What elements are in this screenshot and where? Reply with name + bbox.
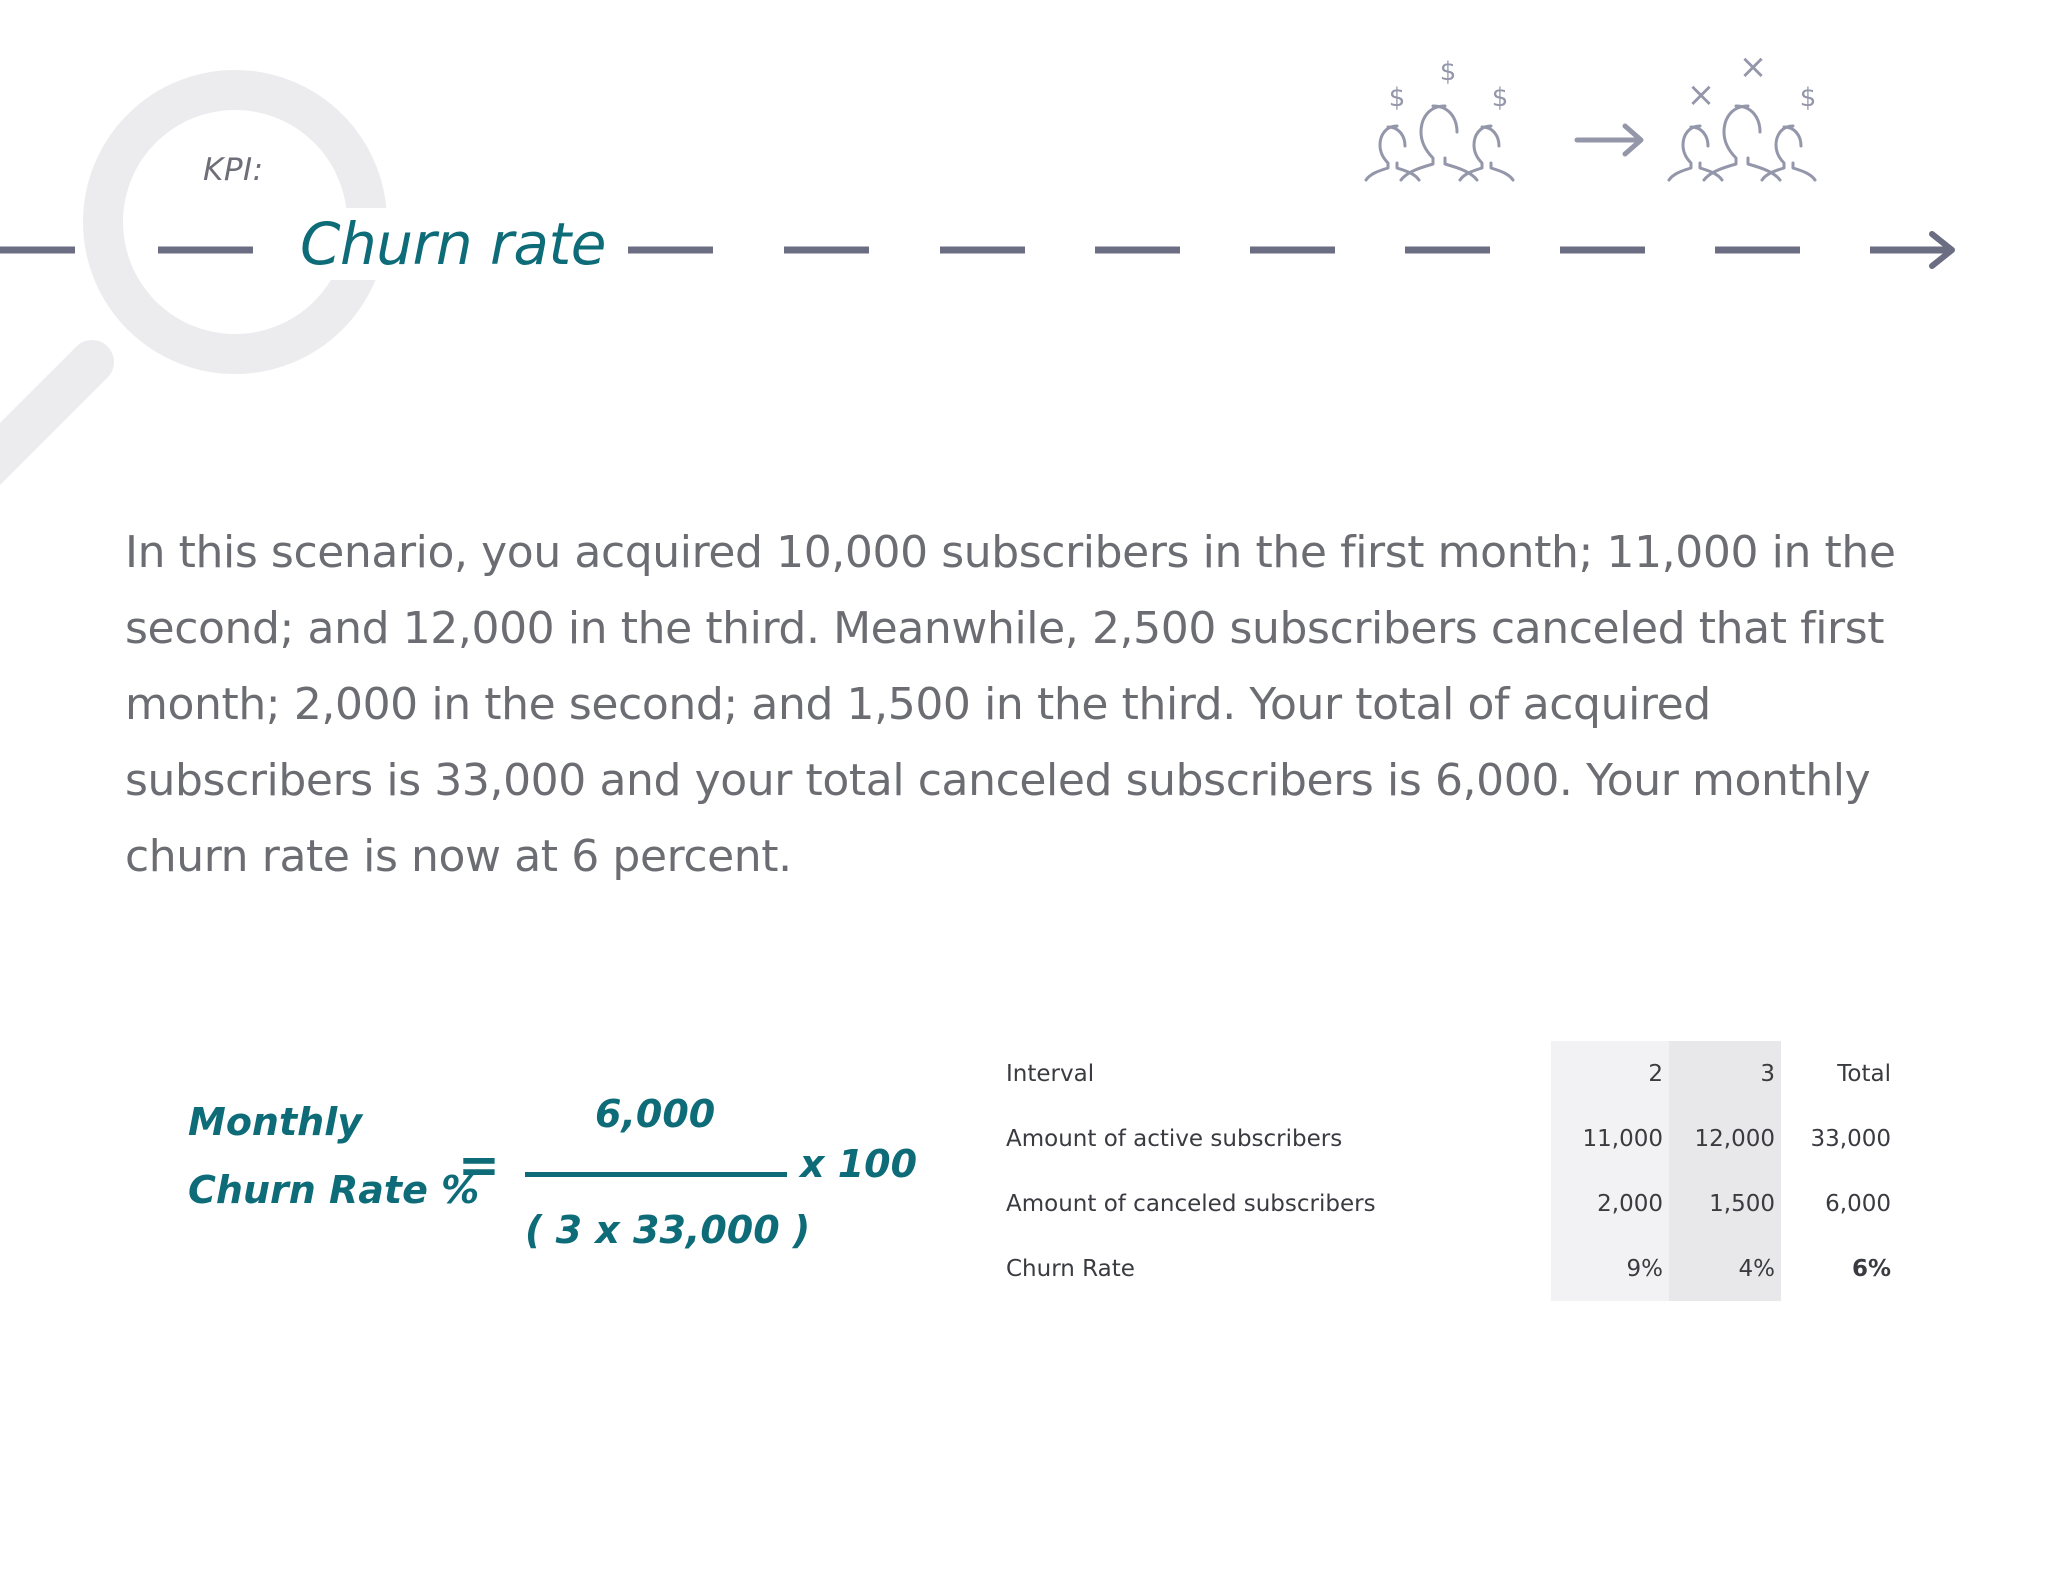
x-icon: ×	[1687, 75, 1716, 115]
dashed-timeline	[0, 231, 1955, 269]
dollar-icon: $	[1492, 83, 1509, 113]
table-row-label: Amount of canceled subscribers	[1006, 1190, 1376, 1217]
table-cell: 2,000	[1597, 1190, 1663, 1217]
table-row-label: Amount of active subscribers	[1006, 1125, 1343, 1152]
table-cell: 1,500	[1709, 1190, 1775, 1217]
formula-equals-sign: =	[458, 1136, 500, 1194]
scenario-paragraph: In this scenario, you acquired 10,000 su…	[125, 527, 1896, 882]
table-row-label: Churn Rate	[1006, 1255, 1135, 1282]
group-icon	[1667, 104, 1817, 182]
group-icon	[1364, 104, 1515, 182]
kpi-label: KPI:	[203, 152, 264, 188]
churn-illustration: $ $ $ × × $	[1364, 47, 1817, 182]
formula-numerator: 6,000	[595, 1092, 716, 1136]
dollar-icon: $	[1800, 83, 1817, 113]
formula-fraction-bar	[525, 1172, 787, 1177]
table-cell: 12,000	[1694, 1125, 1775, 1152]
table-cell: 2	[1648, 1060, 1663, 1087]
churn-data-table: Interval 2 3 Total Amount of active subs…	[990, 1041, 1891, 1301]
table-cell: 3	[1760, 1060, 1775, 1087]
table-cell-total: 33,000	[1810, 1125, 1891, 1152]
table-cell: 9%	[1626, 1255, 1664, 1282]
table-row: Amount of active subscribers 11,000 12,0…	[990, 1106, 1891, 1171]
arrow-right-icon	[1929, 231, 1955, 269]
table-cell-total: 6,000	[1825, 1190, 1891, 1217]
dollar-icon: $	[1389, 83, 1406, 113]
table-row-label: Interval	[1006, 1060, 1095, 1087]
formula-multiplier: x 100	[800, 1142, 918, 1186]
formula-label-churn-rate: Churn Rate %	[188, 1168, 480, 1212]
x-icon: ×	[1739, 47, 1768, 87]
table-cell: 4%	[1738, 1255, 1776, 1282]
table-cell-total: 6%	[1851, 1255, 1891, 1282]
arrow-right-icon	[1574, 123, 1644, 157]
table-cell-total: Total	[1837, 1060, 1891, 1087]
dollar-icon: $	[1440, 57, 1457, 87]
table-row: Churn Rate 9% 4% 6%	[990, 1236, 1891, 1301]
formula-label-monthly: Monthly	[188, 1100, 362, 1144]
page-title: Churn rate	[296, 208, 626, 280]
formula-denominator: ( 3 x 33,000 )	[525, 1208, 811, 1252]
table-cell: 11,000	[1582, 1125, 1663, 1152]
table-row: Interval 2 3 Total	[990, 1041, 1891, 1106]
table-row: Amount of canceled subscribers 2,000 1,5…	[990, 1171, 1891, 1236]
